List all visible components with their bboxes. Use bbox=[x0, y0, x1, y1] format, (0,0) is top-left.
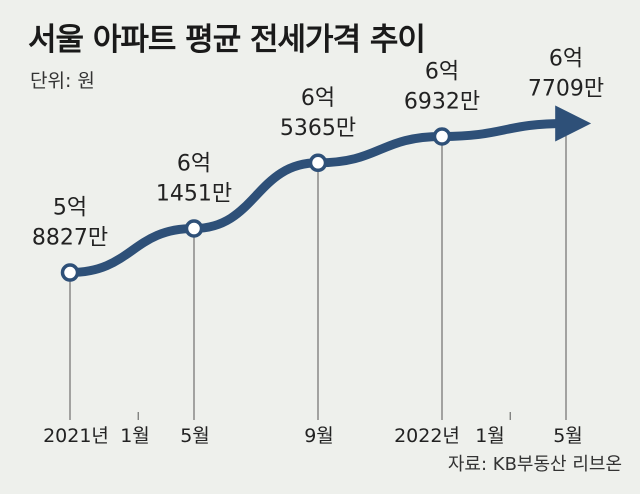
x-tick-label: 1월 bbox=[475, 425, 505, 447]
data-label: 6억 7709만 bbox=[528, 46, 604, 101]
data-point bbox=[184, 219, 204, 238]
x-tick-label: 2022년 bbox=[394, 425, 460, 447]
x-tick-label: 9월 bbox=[304, 425, 334, 447]
chart-title: 서울 아파트 평균 전세가격 추이 bbox=[28, 22, 426, 58]
data-point bbox=[308, 153, 328, 173]
x-tick-label: 2021년 bbox=[43, 425, 109, 447]
data-label: 6억 5365만 bbox=[280, 86, 356, 141]
source-label: 자료: KB부동산 리브온 bbox=[447, 454, 622, 475]
x-tick-label: 1월 bbox=[120, 425, 150, 447]
data-label: 6억 1451만 bbox=[156, 152, 232, 207]
data-point bbox=[60, 263, 80, 282]
x-tick-label: 5월 bbox=[553, 425, 583, 447]
unit-label: 단위: 원 bbox=[30, 70, 95, 92]
data-label: 5억 8827만 bbox=[32, 196, 108, 251]
x-tick-label: 5월 bbox=[180, 425, 210, 447]
data-point bbox=[432, 127, 452, 146]
data-label: 6억 6932만 bbox=[404, 59, 480, 114]
